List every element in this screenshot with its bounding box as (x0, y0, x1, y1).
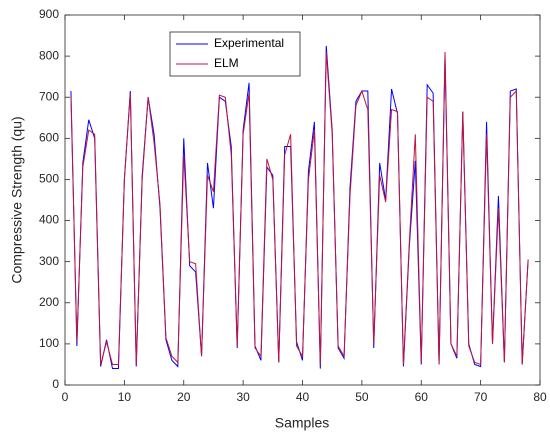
x-tick-label: 20 (177, 390, 191, 404)
x-tick-label: 10 (118, 390, 132, 404)
y-tick-label: 200 (39, 295, 59, 309)
series-line (70, 51, 529, 366)
y-tick-label: 400 (39, 213, 59, 227)
legend-label: ELM (214, 56, 239, 70)
y-tick-label: 800 (39, 48, 59, 62)
y-tick-label: 900 (39, 7, 59, 21)
x-tick-label: 40 (296, 390, 310, 404)
x-tick-label: 0 (62, 390, 69, 404)
y-tick-label: 700 (39, 89, 59, 103)
legend-box (169, 31, 301, 77)
x-tick-label: 30 (236, 390, 250, 404)
y-tick-label: 300 (39, 254, 59, 268)
x-axis-label: Samples (275, 415, 329, 431)
y-tick-label: 500 (39, 172, 59, 186)
y-axis-label: Compressive Strength (qu) (9, 116, 25, 283)
y-tick-label: 0 (52, 377, 59, 391)
x-tick-label: 50 (355, 390, 369, 404)
x-tick-label: 70 (474, 390, 488, 404)
y-tick-label: 100 (39, 336, 59, 350)
x-tick-label: 80 (533, 390, 547, 404)
legend-label: Experimental (214, 36, 284, 50)
y-tick-label: 600 (39, 131, 59, 145)
x-tick-label: 60 (415, 390, 429, 404)
